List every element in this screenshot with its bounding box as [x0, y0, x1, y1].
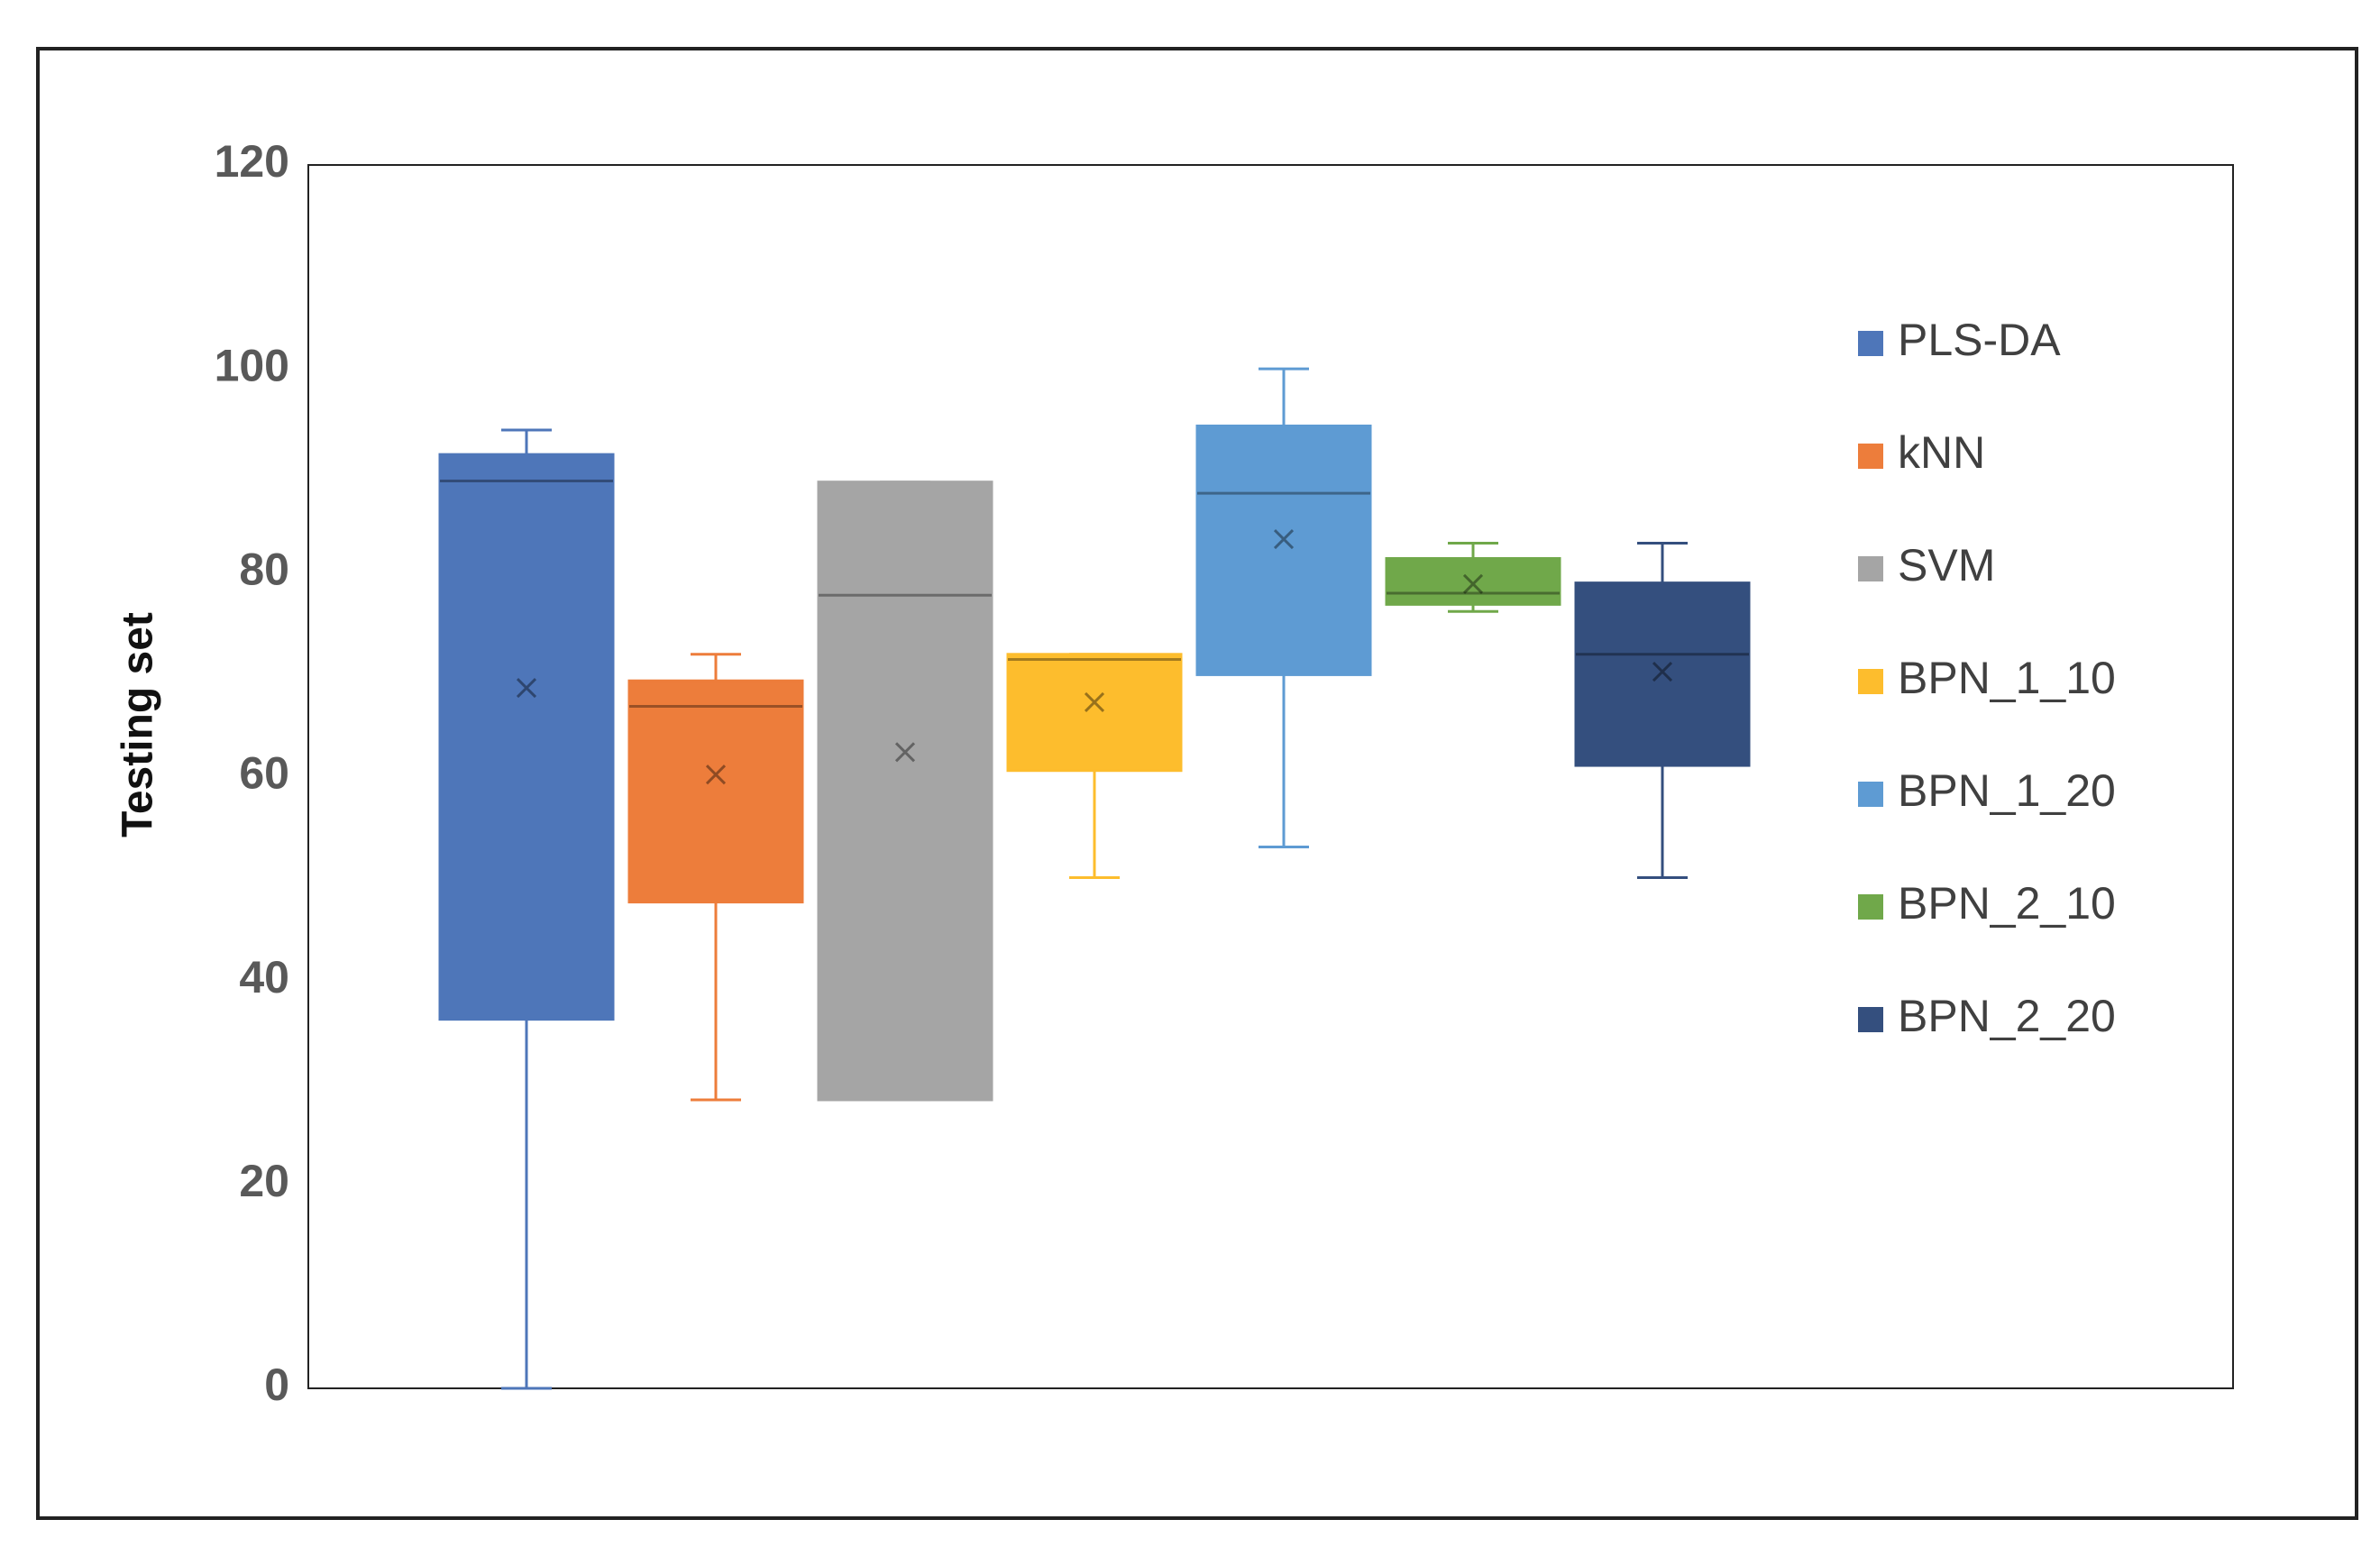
- legend-label: BPN_2_20: [1898, 991, 2116, 1041]
- mean-marker: [1652, 661, 1673, 682]
- box: [438, 453, 615, 1021]
- mean-marker: [516, 678, 537, 699]
- y-tick-label: 40: [239, 952, 289, 1002]
- box: [817, 481, 993, 1102]
- legend-swatch: [1858, 782, 1883, 807]
- mean-marker: [705, 764, 727, 785]
- y-tick-label: 0: [264, 1359, 289, 1410]
- y-tick-label: 60: [239, 748, 289, 799]
- legend-swatch: [1858, 894, 1883, 920]
- legend-label: BPN_1_10: [1898, 653, 2116, 703]
- mean-marker: [1273, 528, 1295, 550]
- legend-swatch: [1858, 1007, 1883, 1032]
- y-tick-label: 20: [239, 1156, 289, 1206]
- legend-swatch: [1858, 444, 1883, 469]
- legend-label: BPN_2_10: [1898, 878, 2116, 929]
- mean-marker: [1462, 573, 1484, 594]
- y-tick-label: 80: [239, 545, 289, 595]
- legend-label: PLS-DA: [1898, 315, 2061, 365]
- mean-marker: [1084, 691, 1105, 713]
- box: [1006, 653, 1183, 773]
- legend-swatch: [1858, 669, 1883, 694]
- box: [1195, 424, 1372, 676]
- mean-marker: [894, 742, 916, 763]
- legend-swatch: [1858, 556, 1883, 581]
- legend-label: kNN: [1898, 427, 1985, 478]
- y-tick-label: 120: [215, 136, 289, 187]
- box: [1385, 557, 1561, 606]
- legend-label: BPN_1_20: [1898, 765, 2116, 816]
- y-axis-label: Testing set: [114, 612, 162, 838]
- box: [627, 679, 804, 904]
- legend-swatch: [1858, 331, 1883, 356]
- box: [1574, 581, 1751, 767]
- y-tick-label: 100: [215, 340, 289, 390]
- legend-label: SVM: [1898, 540, 1995, 590]
